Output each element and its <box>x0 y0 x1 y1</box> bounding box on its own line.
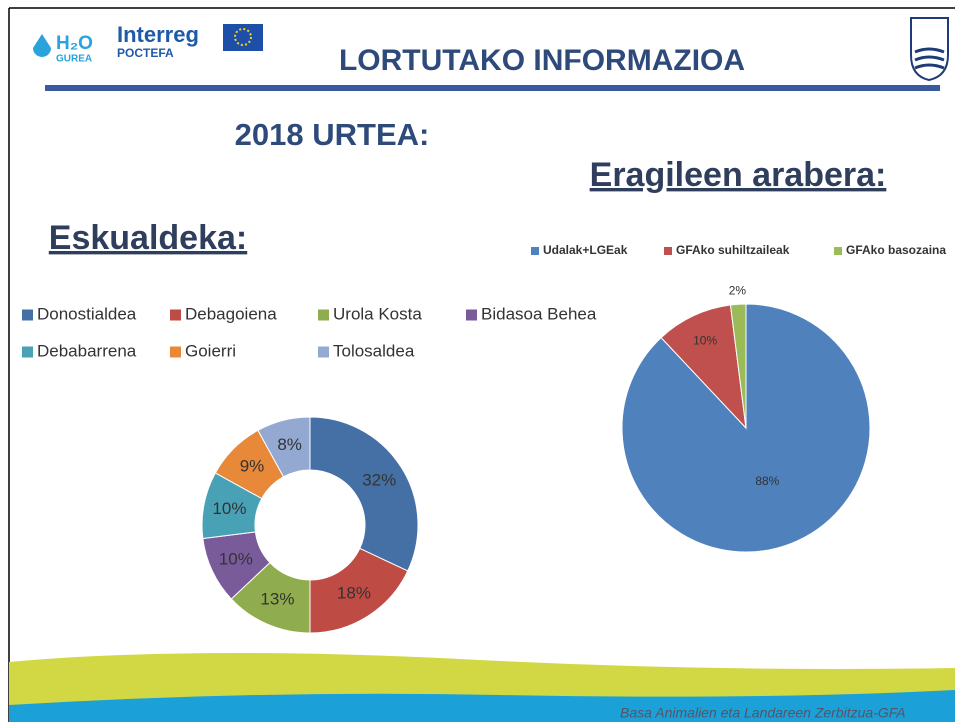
logo-h2o: H₂O <box>56 33 93 54</box>
legend-swatch <box>318 309 329 321</box>
legend-label: GFAko suhiltzaileak <box>676 243 790 257</box>
legend-swatch <box>531 247 539 255</box>
legend-label: Udalak+LGEak <box>543 243 628 257</box>
slice-label: 88% <box>755 474 779 488</box>
legend-swatch <box>318 346 329 358</box>
slice <box>257 416 311 478</box>
slice-label: 18% <box>337 584 371 603</box>
slice-label: 10% <box>212 499 246 518</box>
eu-stars <box>234 28 252 46</box>
slice-label: 2% <box>729 283 747 297</box>
wave-blue <box>9 690 955 722</box>
legend-label: GFAko basozaina <box>846 243 946 257</box>
legend-label: Tolosaldea <box>333 341 415 360</box>
drop-icon <box>33 34 51 57</box>
legend-label: Goierri <box>185 341 236 360</box>
slice-label: 9% <box>240 457 265 476</box>
legend-label: Debabarrena <box>37 341 137 360</box>
slice <box>309 416 419 572</box>
slice-label: 8% <box>277 435 302 454</box>
legend-swatch <box>170 346 181 358</box>
slice <box>729 303 747 429</box>
pie-title: Eragileen arabera: <box>590 156 887 194</box>
legend-label: Debagoiena <box>185 304 277 323</box>
legend-swatch <box>22 346 33 358</box>
logo-interreg: Interreg <box>117 22 199 47</box>
slice <box>660 304 747 430</box>
donut-title: Eskualdeka: <box>49 219 247 257</box>
legend-label: Urola Kosta <box>333 304 422 323</box>
eu-flag <box>223 24 263 51</box>
slide-title: LORTUTAKO INFORMAZIOA <box>339 44 745 77</box>
legend-swatch <box>466 309 477 321</box>
legend-label: Bidasoa Behea <box>481 304 597 323</box>
logo-poctefa: POCTEFA <box>117 46 174 60</box>
slice-label: 13% <box>260 590 294 609</box>
slice-label: 10% <box>219 549 253 568</box>
legend-label: Donostialdea <box>37 304 137 323</box>
title-rule <box>45 85 940 91</box>
legend-swatch <box>664 247 672 255</box>
footer: Basa Animalien eta Landareen Zerbitzua-G… <box>620 705 906 721</box>
shield-waves <box>914 47 945 70</box>
slice-label: 32% <box>362 471 396 490</box>
legend-swatch <box>170 309 181 321</box>
subtitle: 2018 URTEA: <box>235 117 430 152</box>
legend-swatch <box>834 247 842 255</box>
slice-label: 10% <box>693 333 717 347</box>
legend-swatch <box>22 309 33 321</box>
logo-gurea: GUREA <box>56 54 92 65</box>
